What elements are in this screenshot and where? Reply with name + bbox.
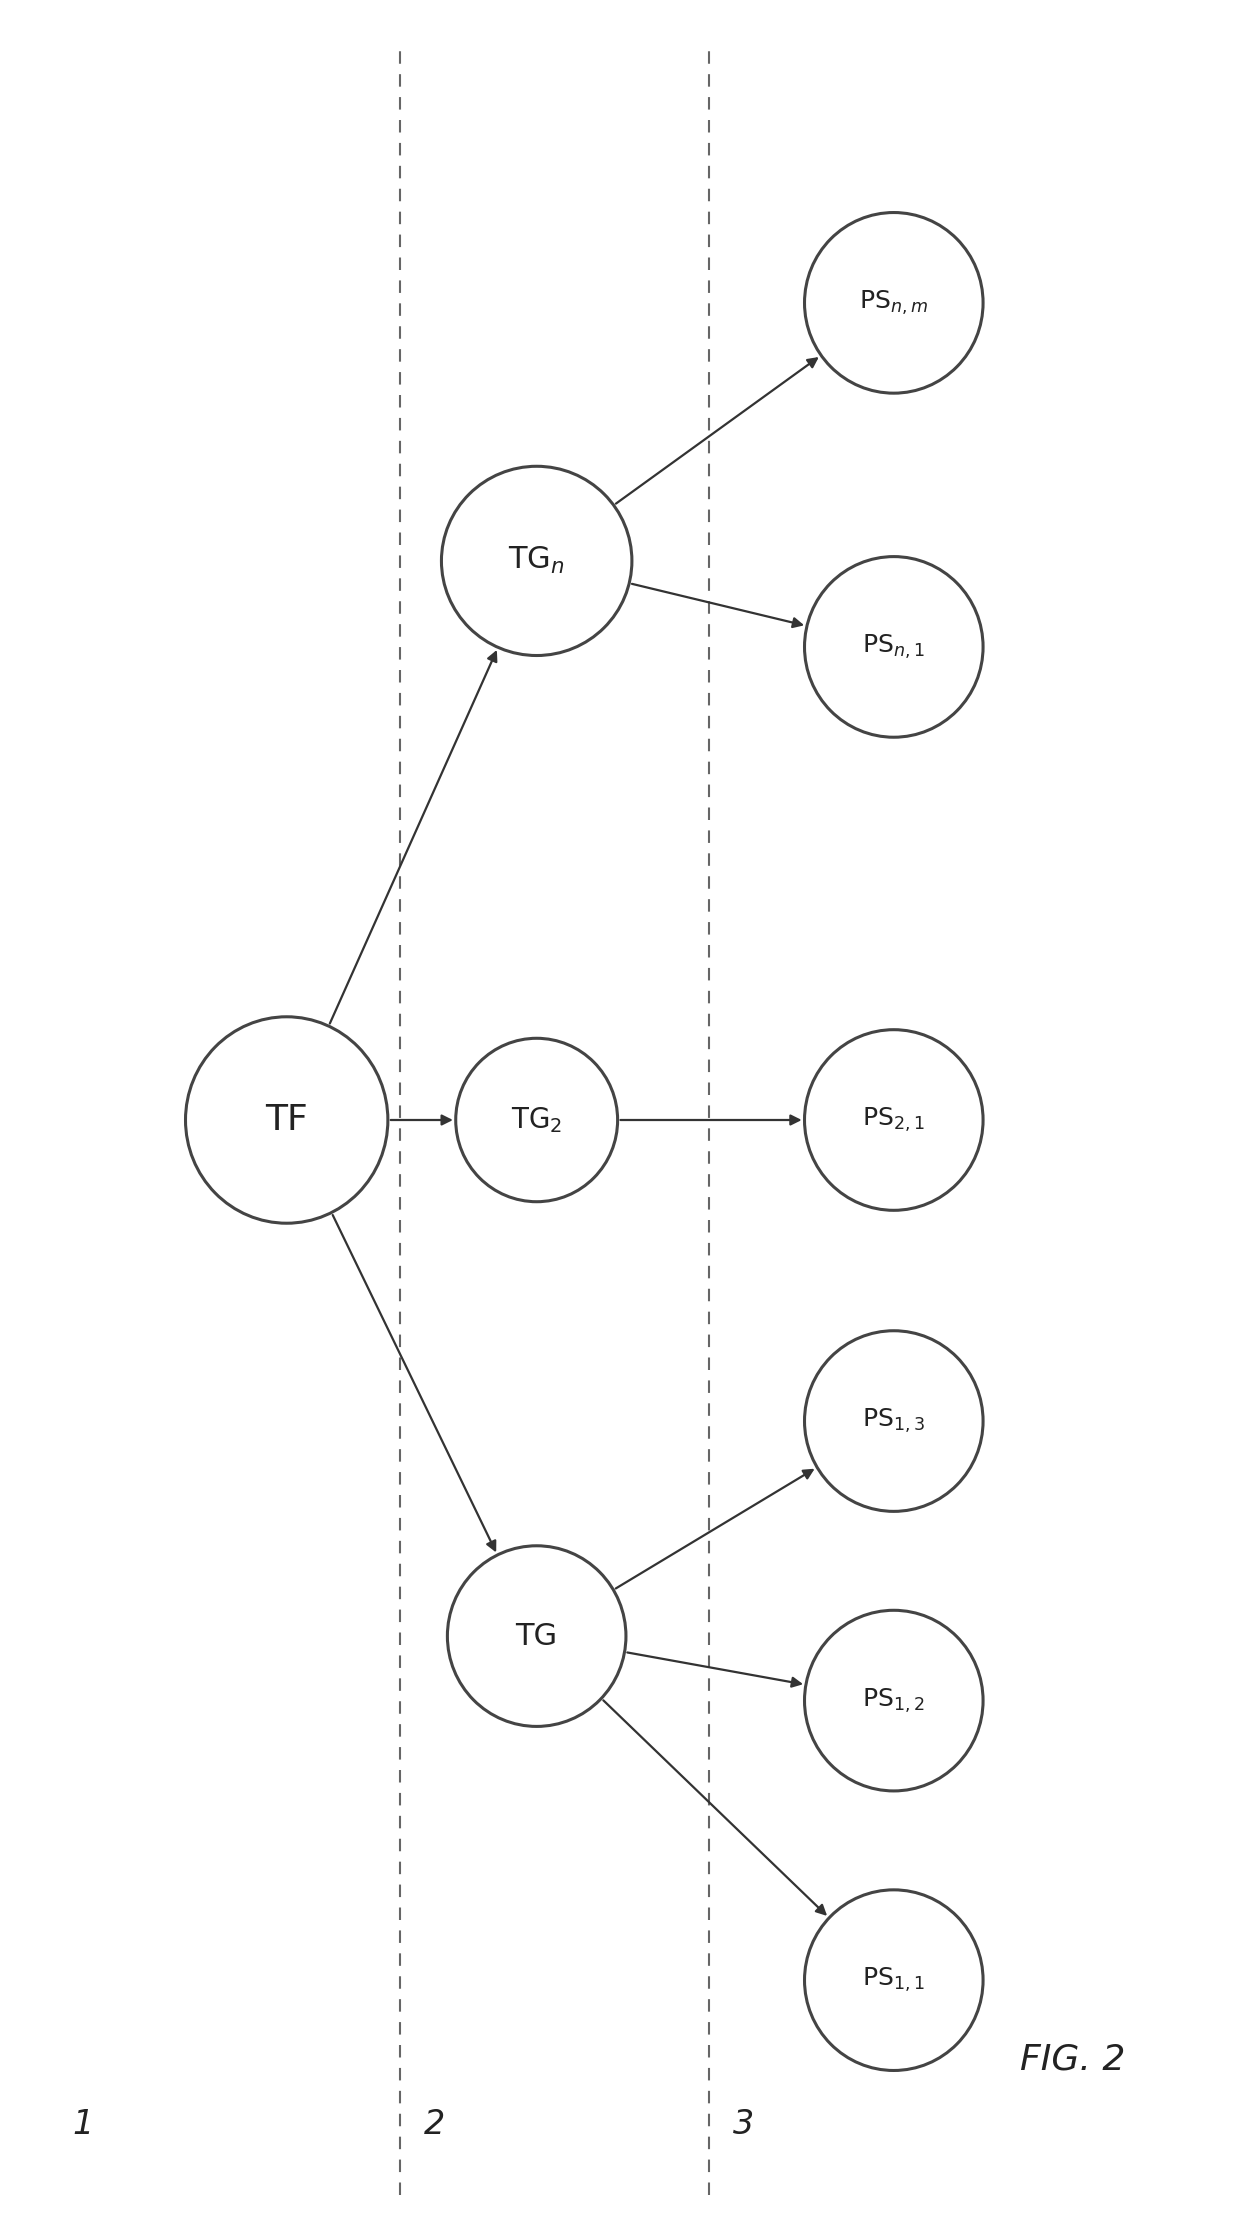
Ellipse shape (456, 1039, 618, 1201)
Text: TG$_n$: TG$_n$ (508, 544, 565, 576)
Ellipse shape (441, 466, 632, 656)
Text: PS$_{1, 1}$: PS$_{1, 1}$ (862, 1967, 925, 1994)
Text: 2: 2 (424, 2108, 445, 2141)
Text: PS$_{n, m}$: PS$_{n, m}$ (859, 289, 929, 316)
Text: TF: TF (265, 1102, 308, 1138)
Ellipse shape (805, 1030, 983, 1210)
Text: PS$_{1, 2}$: PS$_{1, 2}$ (863, 1687, 925, 1714)
Ellipse shape (448, 1546, 626, 1727)
Ellipse shape (805, 213, 983, 394)
Text: TG$_2$: TG$_2$ (511, 1104, 562, 1136)
Ellipse shape (805, 1611, 983, 1792)
Ellipse shape (186, 1017, 388, 1223)
Ellipse shape (805, 1891, 983, 2070)
Text: FIG. 2: FIG. 2 (1019, 2043, 1125, 2076)
Text: PS$_{2, 1}$: PS$_{2, 1}$ (862, 1107, 925, 1133)
Text: 3: 3 (733, 2108, 754, 2141)
Text: PS$_{n, 1}$: PS$_{n, 1}$ (862, 634, 925, 661)
Ellipse shape (805, 1331, 983, 1512)
Text: TG: TG (516, 1622, 558, 1651)
Ellipse shape (805, 556, 983, 737)
Text: 1: 1 (72, 2108, 94, 2141)
Text: PS$_{1, 3}$: PS$_{1, 3}$ (862, 1407, 925, 1436)
